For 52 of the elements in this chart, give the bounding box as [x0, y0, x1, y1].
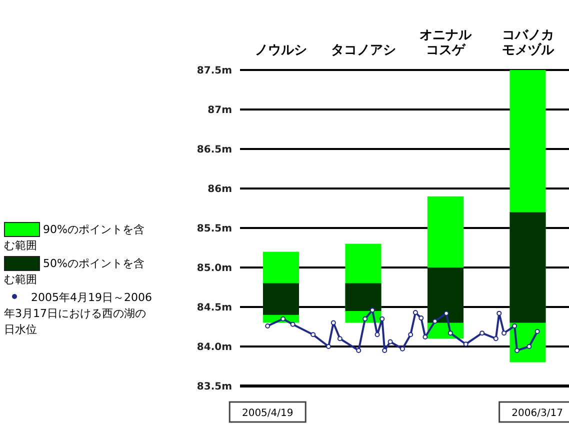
point — [502, 330, 507, 336]
y-tick-label: 83.5m — [196, 382, 232, 393]
legend-label: 2005年4月19日～2006年3月17日における西の湖の日水位 — [4, 291, 152, 336]
point — [408, 332, 414, 338]
point — [493, 336, 498, 342]
x-tick-label: タコノアシ — [330, 43, 396, 58]
legend-label: 90%のポイントを含む範囲 — [4, 223, 144, 252]
point — [412, 310, 418, 316]
bar — [345, 283, 382, 311]
x-tick-label: コバノカモメヅル — [502, 28, 555, 58]
x-tick-label: オニナルコスゲ — [420, 28, 473, 58]
point — [496, 310, 502, 316]
legend-label: 50%のポイントを含む範囲 — [4, 257, 144, 286]
x-tick-label: ノウルシ — [255, 43, 308, 58]
point — [382, 348, 388, 353]
point — [265, 323, 270, 328]
point — [290, 322, 296, 327]
point — [330, 320, 336, 326]
point — [463, 342, 468, 347]
y-tick-label: 86m — [208, 184, 232, 196]
point — [480, 330, 485, 336]
point — [526, 344, 532, 349]
y-tick-label: 87m — [208, 105, 232, 116]
point — [432, 318, 438, 324]
x-tick-label: 2005/4/19 — [242, 408, 294, 419]
point — [280, 316, 286, 322]
bar — [263, 283, 299, 315]
point — [422, 334, 428, 340]
y-tick-label: 87.5m — [196, 66, 232, 77]
point — [400, 346, 405, 352]
y-tick-label: 84.0m — [196, 342, 232, 354]
y-tick-label: 85.0m — [196, 263, 232, 274]
x-tick-label: 2006/3/17 — [512, 408, 563, 419]
point — [418, 316, 424, 321]
point — [362, 316, 368, 322]
point — [374, 332, 380, 338]
y-tick-label: 85.5m — [196, 224, 232, 235]
point — [534, 328, 540, 334]
point — [380, 316, 385, 322]
point — [370, 308, 375, 313]
point — [388, 339, 393, 344]
y-tick-label: 84.5m — [196, 302, 232, 314]
point — [337, 336, 342, 342]
y-tick-label: 86.5m — [196, 144, 232, 156]
point — [448, 330, 453, 336]
point — [512, 323, 518, 328]
point — [326, 344, 332, 349]
bar — [428, 268, 464, 323]
point — [444, 310, 449, 316]
point — [356, 348, 362, 353]
point — [310, 332, 316, 338]
point — [514, 348, 520, 353]
